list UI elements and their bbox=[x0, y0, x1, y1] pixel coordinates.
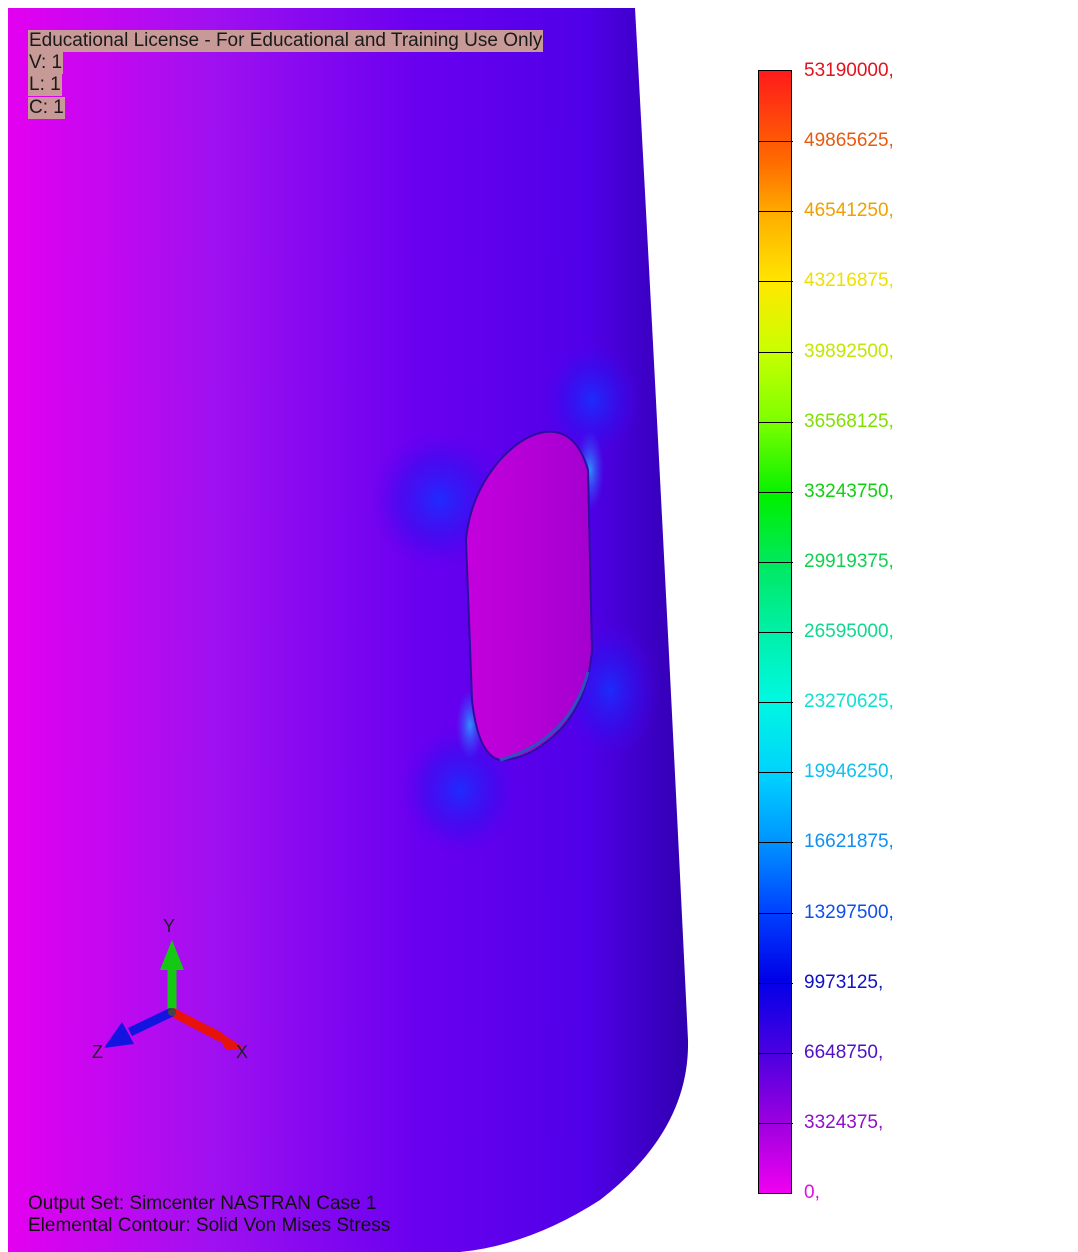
color-indicator: C: 1 bbox=[28, 97, 65, 119]
license-notice: Educational License - For Educational an… bbox=[28, 30, 544, 52]
legend-value-label: 39892500, bbox=[804, 341, 894, 362]
legend-tick bbox=[759, 842, 793, 843]
slot-hole bbox=[464, 430, 594, 762]
output-set-label: Output Set: Simcenter NASTRAN Case 1 bbox=[28, 1193, 377, 1214]
legend-tick bbox=[759, 141, 793, 142]
legend-value-label: 16621875, bbox=[804, 831, 894, 852]
triad-z-label: Z bbox=[92, 1042, 103, 1062]
legend-value-label: 33243750, bbox=[804, 481, 894, 502]
halo-bottom bbox=[400, 725, 520, 855]
legend-tick bbox=[759, 983, 793, 984]
cylinder-body bbox=[8, 8, 689, 1252]
coordinate-triad bbox=[104, 940, 244, 1050]
legend-tick bbox=[759, 1053, 793, 1054]
legend-tick bbox=[759, 492, 793, 493]
triad-y-label: Y bbox=[163, 916, 176, 936]
legend-value-label: 6648750, bbox=[804, 1042, 884, 1063]
contour-legend-bar bbox=[758, 70, 793, 1194]
legend-tick bbox=[759, 772, 793, 773]
legend-value-label: 19946250, bbox=[804, 761, 894, 782]
legend-value-label: 3324375, bbox=[804, 1112, 884, 1133]
view-indicator: V: 1 bbox=[28, 52, 64, 74]
legend-value-label: 43216875, bbox=[804, 270, 894, 291]
legend-tick bbox=[759, 422, 793, 423]
legend-value-label: 23270625, bbox=[804, 691, 894, 712]
legend-tick bbox=[759, 632, 793, 633]
legend-value-label: 36568125, bbox=[804, 411, 894, 432]
legend-value-label: 53190000, bbox=[804, 60, 894, 81]
halo-top bbox=[542, 340, 642, 460]
legend-value-label: 9973125, bbox=[804, 972, 884, 993]
contour-type-label: Elemental Contour: Solid Von Mises Stres… bbox=[28, 1215, 391, 1236]
legend-value-label: 46541250, bbox=[804, 200, 894, 221]
legend-value-label: 0, bbox=[804, 1182, 820, 1203]
legend-tick bbox=[759, 1123, 793, 1124]
layer-indicator: L: 1 bbox=[28, 74, 62, 96]
legend-tick bbox=[759, 702, 793, 703]
legend-value-label: 29919375, bbox=[804, 551, 894, 572]
legend-tick bbox=[759, 211, 793, 212]
legend-tick bbox=[759, 562, 793, 563]
triad-x-label: X bbox=[236, 1042, 249, 1062]
legend-value-label: 49865625, bbox=[804, 130, 894, 151]
legend-tick bbox=[759, 913, 793, 914]
slot-hole-edge bbox=[499, 671, 590, 762]
legend-value-label: 13297500, bbox=[804, 902, 894, 923]
legend-value-label: 26595000, bbox=[804, 621, 894, 642]
legend-tick bbox=[759, 352, 793, 353]
legend-tick bbox=[759, 281, 793, 282]
